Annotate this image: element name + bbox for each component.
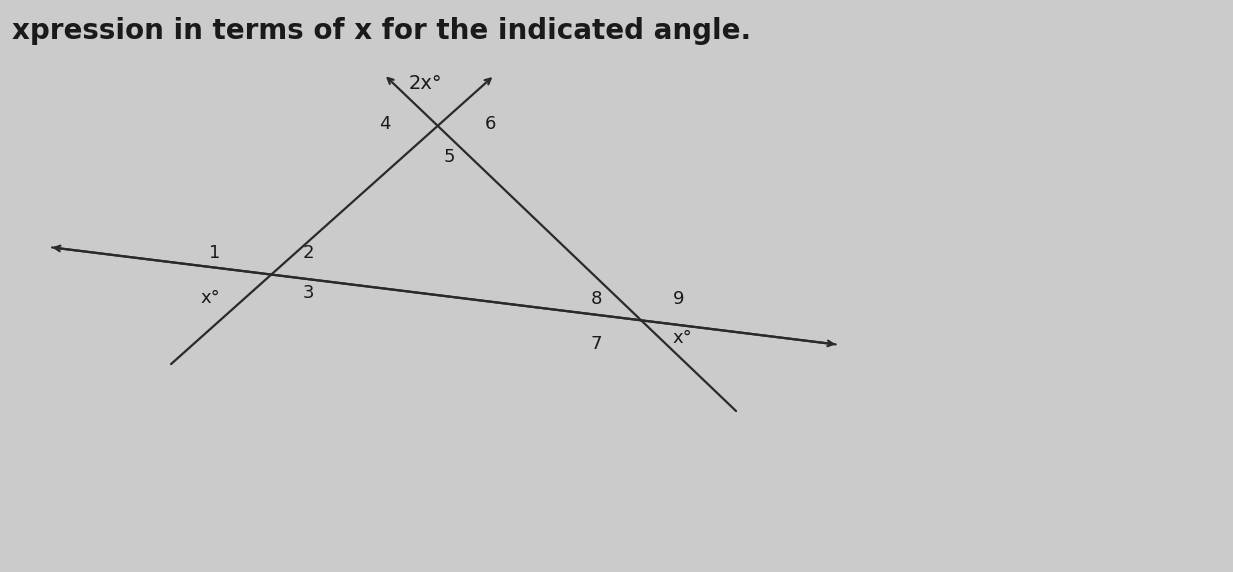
Text: 4: 4: [379, 115, 391, 133]
Text: 2x°: 2x°: [409, 74, 443, 93]
Text: 2: 2: [303, 244, 314, 262]
Text: x°: x°: [200, 289, 219, 307]
Text: 8: 8: [591, 289, 602, 308]
Text: 1: 1: [208, 244, 219, 262]
Text: xpression in terms of x for the indicated angle.: xpression in terms of x for the indicate…: [12, 17, 751, 45]
Text: 9: 9: [673, 289, 684, 308]
Text: 5: 5: [444, 148, 455, 166]
Text: 7: 7: [591, 335, 602, 353]
Text: 3: 3: [303, 284, 314, 301]
Text: 6: 6: [485, 115, 497, 133]
Text: x°: x°: [673, 329, 693, 347]
